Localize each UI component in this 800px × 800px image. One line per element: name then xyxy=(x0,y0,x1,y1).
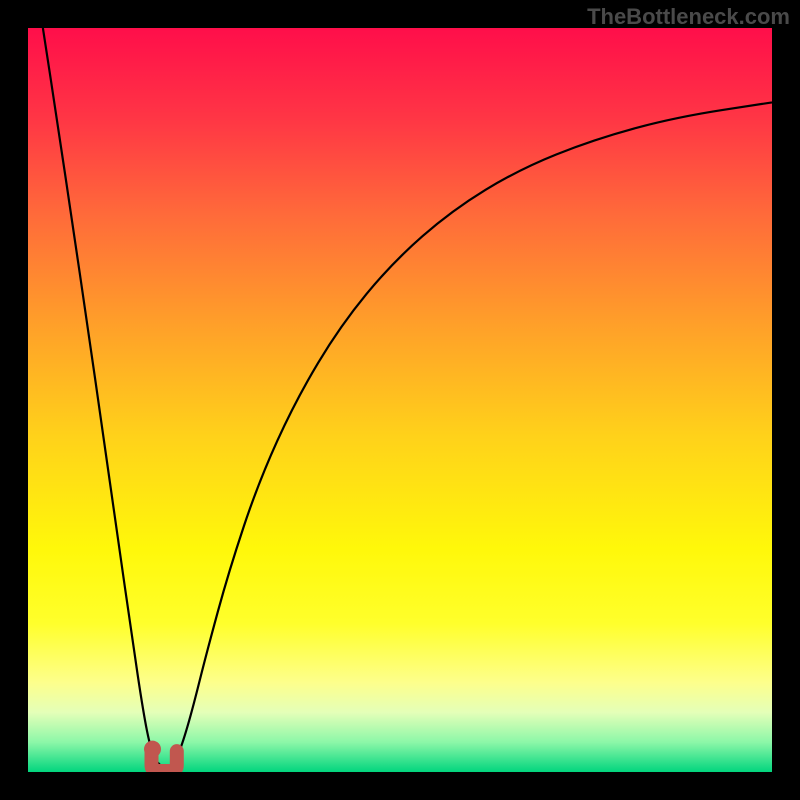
marker-dot-icon xyxy=(144,741,161,758)
chart-stage: TheBottleneck.com xyxy=(0,0,800,800)
bottleneck-curve xyxy=(43,28,772,767)
marker-blob xyxy=(144,741,177,771)
plot-area xyxy=(28,28,772,772)
curve-layer xyxy=(28,28,772,772)
attribution-text: TheBottleneck.com xyxy=(587,4,790,30)
